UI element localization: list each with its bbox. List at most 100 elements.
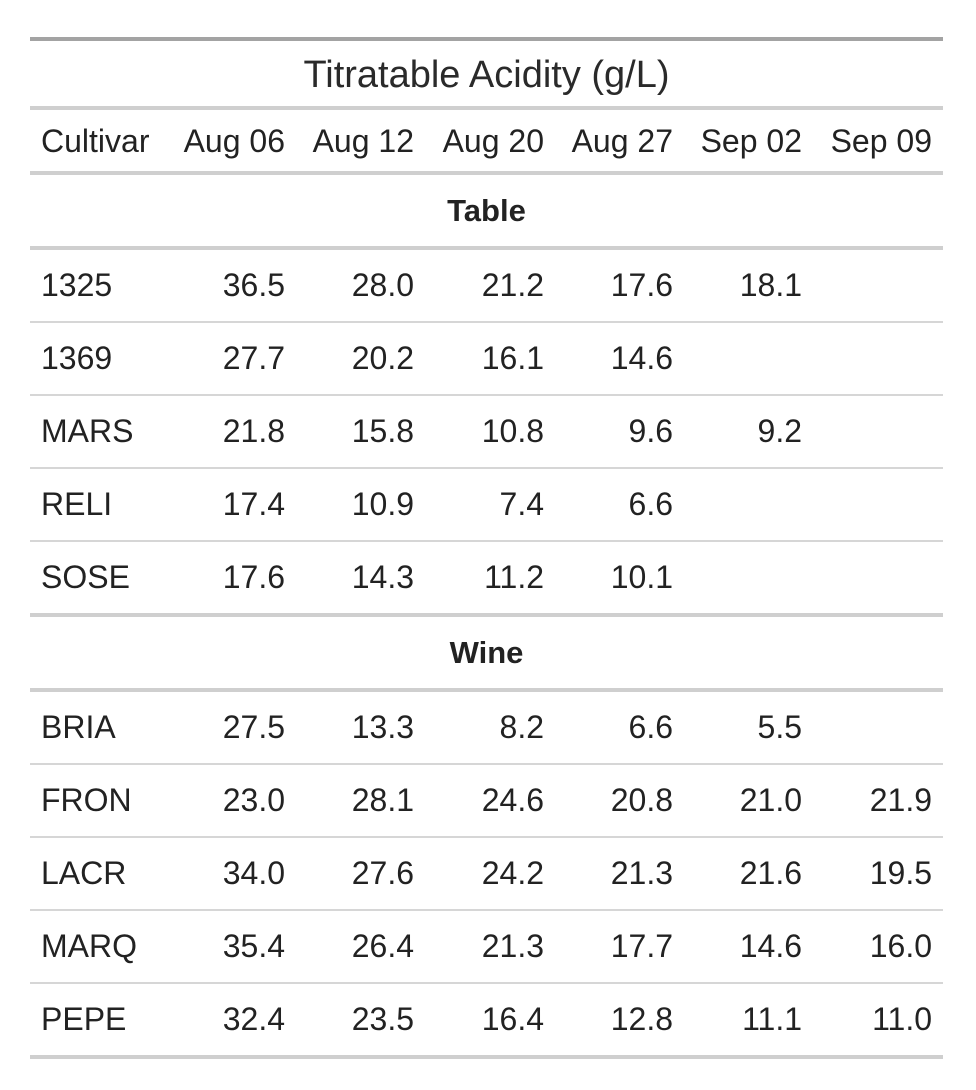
row-rule [30, 540, 943, 542]
value-cell: 10.8 [481, 413, 544, 449]
value-cell: 7.4 [499, 486, 544, 522]
row-rule [30, 394, 943, 396]
table-row: 1325 36.5 28.0 21.2 17.6 18.1 [30, 250, 943, 321]
header-row: Cultivar Aug 06 Aug 12 Aug 20 Aug 27 Sep 02 Se… [30, 111, 943, 171]
cultivar-cell: 1369 [41, 340, 113, 376]
value-cell: 36.5 [222, 267, 285, 303]
column-header: Aug 20 [442, 122, 544, 159]
value-cell: 18.1 [739, 267, 802, 303]
value-cell: 21.0 [739, 782, 802, 818]
value-cell: 19.5 [869, 855, 932, 891]
table-row: LACR 34.0 27.6 24.2 21.3 21.6 19.5 [30, 838, 943, 909]
value-cell: 13.3 [351, 709, 414, 745]
column-header: Aug 12 [312, 122, 414, 159]
column-header: Aug 06 [183, 122, 285, 159]
value-cell: 10.9 [351, 486, 414, 522]
value-cell: 14.6 [739, 928, 802, 964]
table-row: MARQ 35.4 26.4 21.3 17.7 14.6 16.0 [30, 911, 943, 982]
value-cell [682, 542, 802, 613]
value-cell [682, 323, 802, 394]
group-end-rule [30, 1055, 943, 1059]
table-row: MARS 21.8 15.8 10.8 9.6 9.2 [30, 396, 943, 467]
value-cell: 27.5 [222, 709, 285, 745]
row-rule [30, 982, 943, 984]
column-header: Aug 27 [571, 122, 673, 159]
cultivar-cell: RELI [41, 486, 113, 522]
column-header: Sep 09 [830, 122, 932, 159]
value-cell: 21.3 [481, 928, 544, 964]
row-rule [30, 321, 943, 323]
value-cell: 11.0 [872, 1001, 932, 1037]
value-cell [812, 323, 932, 394]
value-cell: 14.6 [610, 340, 673, 376]
value-cell: 17.6 [610, 267, 673, 303]
value-cell: 26.4 [351, 928, 414, 964]
value-cell: 16.1 [481, 340, 544, 376]
value-cell: 16.4 [481, 1001, 544, 1037]
value-cell: 11.2 [484, 559, 544, 595]
value-cell: 15.8 [351, 413, 414, 449]
row-rule [30, 836, 943, 838]
cultivar-cell: MARQ [41, 928, 137, 964]
cultivar-cell: BRIA [41, 709, 116, 745]
value-cell: 27.6 [351, 855, 414, 891]
value-cell: 9.2 [757, 413, 802, 449]
table-row: PEPE 32.4 23.5 16.4 12.8 11.1 11.0 [30, 984, 943, 1055]
column-header: Sep 02 [700, 122, 802, 159]
value-cell [812, 692, 932, 763]
value-cell: 28.1 [351, 782, 414, 818]
group-rule [30, 688, 943, 692]
cultivar-cell: PEPE [41, 1001, 127, 1037]
value-cell [812, 542, 932, 613]
row-rule [30, 909, 943, 911]
row-rule [30, 763, 943, 765]
group-end-rule [30, 613, 943, 617]
value-cell: 32.4 [222, 1001, 285, 1037]
top-rule [30, 37, 943, 41]
value-cell: 9.6 [628, 413, 673, 449]
value-cell: 10.1 [610, 559, 673, 595]
header-rule [30, 171, 943, 175]
value-cell [682, 469, 802, 540]
group-label: Wine [449, 635, 524, 670]
cultivar-cell: 1325 [41, 267, 113, 303]
value-cell: 21.2 [481, 267, 544, 303]
value-cell: 14.3 [351, 559, 414, 595]
value-cell: 16.0 [869, 928, 932, 964]
value-cell: 12.8 [610, 1001, 673, 1037]
value-cell: 21.6 [739, 855, 802, 891]
value-cell [812, 469, 932, 540]
value-cell: 11.1 [742, 1001, 802, 1037]
group-label: Table [447, 193, 526, 228]
value-cell: 6.6 [628, 709, 673, 745]
table-row: RELI 17.4 10.9 7.4 6.6 [30, 469, 943, 540]
value-cell: 23.5 [351, 1001, 414, 1037]
value-cell: 24.2 [481, 855, 544, 891]
row-rule [30, 467, 943, 469]
value-cell: 21.3 [610, 855, 673, 891]
value-cell: 17.6 [222, 559, 285, 595]
title-rule [30, 106, 943, 110]
value-cell: 21.9 [869, 782, 932, 818]
value-cell: 28.0 [351, 267, 414, 303]
value-cell: 5.5 [757, 709, 802, 745]
value-cell: 21.8 [222, 413, 285, 449]
table-row: FRON 23.0 28.1 24.6 20.8 21.0 21.9 [30, 765, 943, 836]
table-row: 1369 27.7 20.2 16.1 14.6 [30, 323, 943, 394]
cultivar-cell: FRON [41, 782, 132, 818]
value-cell: 23.0 [222, 782, 285, 818]
value-cell: 8.2 [499, 709, 544, 745]
cultivar-cell: SOSE [41, 559, 130, 595]
cultivar-cell: MARS [41, 413, 134, 449]
group-rule [30, 246, 943, 250]
table-row: SOSE 17.6 14.3 11.2 10.1 [30, 542, 943, 613]
value-cell [812, 250, 932, 321]
value-cell: 6.6 [628, 486, 673, 522]
value-cell: 35.4 [222, 928, 285, 964]
value-cell [812, 396, 932, 467]
column-header: Cultivar [41, 122, 150, 159]
value-cell: 34.0 [222, 855, 285, 891]
table-title: Titratable Acidity (g/L) [303, 53, 670, 96]
value-cell: 17.7 [610, 928, 673, 964]
cultivar-cell: LACR [41, 855, 127, 891]
